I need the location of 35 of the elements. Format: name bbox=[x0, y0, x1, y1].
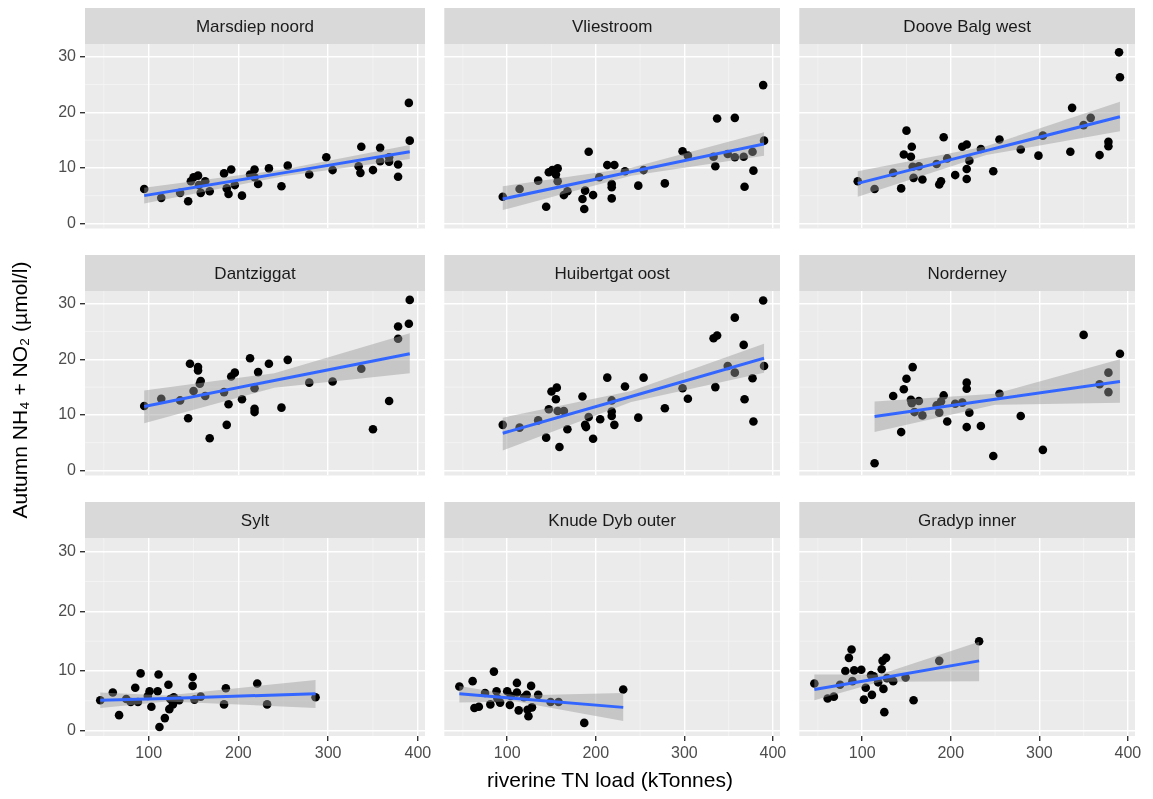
y-tick-label: 0 bbox=[67, 721, 77, 739]
y-tick-label: 20 bbox=[58, 601, 77, 619]
chart-title: Dantziggat bbox=[214, 263, 296, 283]
x-tick-label: 100 bbox=[135, 744, 163, 762]
x-tick-label: 200 bbox=[225, 744, 252, 762]
x-tick-label: 300 bbox=[314, 744, 342, 762]
y-tick-label: 20 bbox=[58, 349, 77, 367]
y-tick-label: 10 bbox=[58, 158, 77, 176]
chart-title: Sylt bbox=[240, 510, 270, 530]
y-tick-label: 30 bbox=[58, 47, 77, 65]
chart-title: Gradyp inner bbox=[918, 510, 1017, 530]
chart-title: Doove Balg west bbox=[903, 16, 1032, 36]
y-tick-label: 20 bbox=[58, 102, 77, 120]
chart-title: Knude Dyb outer bbox=[548, 510, 677, 530]
y-tick-label: 0 bbox=[67, 460, 77, 478]
y-tick-label: 10 bbox=[58, 661, 77, 679]
x-tick-label: 400 bbox=[1114, 744, 1142, 762]
x-tick-label: 400 bbox=[759, 744, 787, 762]
x-tick-label: 100 bbox=[848, 744, 876, 762]
y-tick-label: 30 bbox=[58, 294, 77, 312]
chart-title: Norderney bbox=[927, 263, 1008, 283]
y-axis-title: Autumn NH₄ + NO₂ (µmol/l) bbox=[8, 261, 32, 519]
y-tick-label: 30 bbox=[58, 542, 77, 560]
chart-title: Vliestroom bbox=[571, 16, 653, 36]
x-tick-label: 400 bbox=[404, 744, 432, 762]
x-tick-label: 100 bbox=[493, 744, 521, 762]
chart-title: Huibertgat oost bbox=[554, 263, 671, 283]
y-tick-label: 10 bbox=[58, 405, 77, 423]
x-tick-label: 300 bbox=[1025, 744, 1053, 762]
x-tick-label: 200 bbox=[582, 744, 610, 762]
chart-title: Marsdiep noord bbox=[195, 16, 315, 36]
y-tick-label: 0 bbox=[67, 213, 77, 231]
x-tick-label: 300 bbox=[670, 744, 698, 762]
x-axis-title: riverine TN load (kTonnes) bbox=[487, 768, 733, 792]
x-tick-label: 200 bbox=[937, 744, 965, 762]
